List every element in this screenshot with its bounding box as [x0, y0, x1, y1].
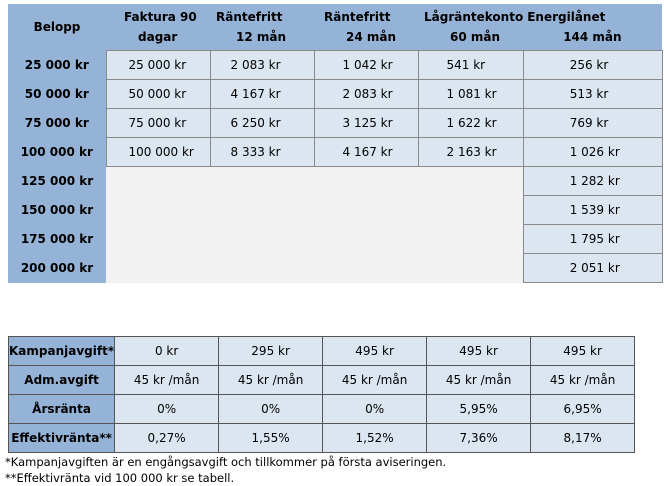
table-cell: 0% — [322, 394, 428, 424]
table-row: 25 000 kr 25 000 kr 2 083 kr 1 042 kr 54… — [8, 50, 663, 80]
table-cell: 1 795 kr — [522, 224, 663, 254]
table-row: Effektivränta** 0,27% 1,55% 1,52% 7,36% … — [7, 423, 636, 453]
table-cell: 45 kr /mån — [322, 365, 428, 395]
amount-label: 125 000 kr — [8, 166, 106, 196]
header-belopp: Belopp — [8, 4, 106, 51]
table-row: Årsränta 0% 0% 0% 5,95% 6,95% — [7, 394, 636, 424]
table-row: 150 000 kr 1 539 kr — [8, 195, 663, 225]
table-row: 200 000 kr 2 051 kr — [8, 253, 663, 283]
table-cell: 0,27% — [114, 423, 220, 453]
header-energilanet: Energilånet 144 mån — [523, 4, 663, 51]
table-cell: 1 042 kr — [313, 50, 419, 80]
footnote-campaign-fee: *Kampanjavgiften är en engångsavgift och… — [5, 455, 447, 469]
loan-table: Belopp Faktura 90 dagar Räntefritt 12 må… — [8, 4, 663, 283]
amount-label: 175 000 kr — [8, 224, 106, 254]
table-cell: 495 kr — [426, 336, 532, 366]
table-cell: 25 000 kr — [105, 50, 211, 80]
amount-label: 75 000 kr — [8, 108, 106, 138]
table-row: Kampanjavgift* 0 kr 295 kr 495 kr 495 kr… — [7, 336, 636, 366]
amount-label: 50 000 kr — [8, 79, 106, 109]
table-cell: 495 kr — [322, 336, 428, 366]
table-cell: 4 167 kr — [313, 137, 419, 167]
table-row: 125 000 kr 1 282 kr — [8, 166, 663, 283]
table-cell: 4 167 kr — [209, 79, 315, 109]
fee-label: Årsränta — [7, 394, 116, 424]
amount-label: 150 000 kr — [8, 195, 106, 225]
table-cell: 45 kr /mån — [530, 365, 636, 395]
table-cell: 2 083 kr — [313, 79, 419, 109]
table-row: 50 000 kr 50 000 kr 4 167 kr 2 083 kr 1 … — [8, 79, 663, 109]
table-cell: 45 kr /mån — [426, 365, 532, 395]
footnotes: *Kampanjavgiften är en engångsavgift och… — [5, 454, 446, 486]
table-cell: 1 081 kr — [417, 79, 524, 109]
table-row: 100 000 kr 100 000 kr 8 333 kr 4 167 kr … — [8, 137, 663, 167]
table-cell: 0% — [218, 394, 324, 424]
amount-label: 25 000 kr — [8, 50, 106, 80]
table-cell: 2 051 kr — [522, 253, 663, 283]
fee-label: Adm.avgift — [7, 365, 116, 395]
table-row: 175 000 kr 1 795 kr — [8, 224, 663, 254]
fee-label: Kampanjavgift* — [7, 336, 116, 366]
table-row: Adm.avgift 45 kr /mån 45 kr /mån 45 kr /… — [7, 365, 636, 395]
table-cell: 1 282 kr — [522, 166, 663, 196]
table-cell: 1 539 kr — [522, 195, 663, 225]
table-cell: 45 kr /mån — [114, 365, 220, 395]
table-cell: 513 kr — [522, 79, 663, 109]
table-cell: 1,55% — [218, 423, 324, 453]
table-cell: 495 kr — [530, 336, 636, 366]
table-cell: 2 163 kr — [417, 137, 524, 167]
table-cell: 1,52% — [322, 423, 428, 453]
table-cell: 6 250 kr — [209, 108, 315, 138]
header-rantefritt-24: Räntefritt 24 mån — [314, 4, 418, 51]
table-cell: 2 083 kr — [209, 50, 315, 80]
table-cell: 541 kr — [417, 50, 524, 80]
table-cell: 5,95% — [426, 394, 532, 424]
table-cell: 3 125 kr — [313, 108, 419, 138]
table-cell: 0 kr — [114, 336, 220, 366]
table-cell: 1 622 kr — [417, 108, 524, 138]
footnote-effective-rate: **Effektivränta vid 100 000 kr se tabell… — [5, 471, 235, 485]
table-cell: 8,17% — [530, 423, 636, 453]
table-cell: 295 kr — [218, 336, 324, 366]
table-cell: 50 000 kr — [105, 79, 211, 109]
header-lagrantekonto: Lågräntekonto 60 mån — [418, 4, 524, 51]
table-cell: 0% — [114, 394, 220, 424]
fee-table: Kampanjavgift* 0 kr 295 kr 495 kr 495 kr… — [7, 336, 636, 453]
table-cell: 7,36% — [426, 423, 532, 453]
table-cell: 8 333 kr — [209, 137, 315, 167]
table-cell: 769 kr — [522, 108, 663, 138]
table-cell: 6,95% — [530, 394, 636, 424]
header-faktura: Faktura 90 dagar — [106, 4, 210, 51]
table-cell: 256 kr — [522, 50, 663, 80]
table-cell: 1 026 kr — [522, 137, 663, 167]
table-cell: 75 000 kr — [105, 108, 211, 138]
empty-area — [106, 166, 524, 283]
amount-label: 200 000 kr — [8, 253, 106, 283]
table-cell: 45 kr /mån — [218, 365, 324, 395]
amount-label: 100 000 kr — [8, 137, 106, 167]
header-rantefritt-12: Räntefritt 12 mån — [210, 4, 314, 51]
table-row: 75 000 kr 75 000 kr 6 250 kr 3 125 kr 1 … — [8, 108, 663, 138]
table-cell: 100 000 kr — [105, 137, 211, 167]
fee-label: Effektivränta** — [7, 423, 116, 453]
